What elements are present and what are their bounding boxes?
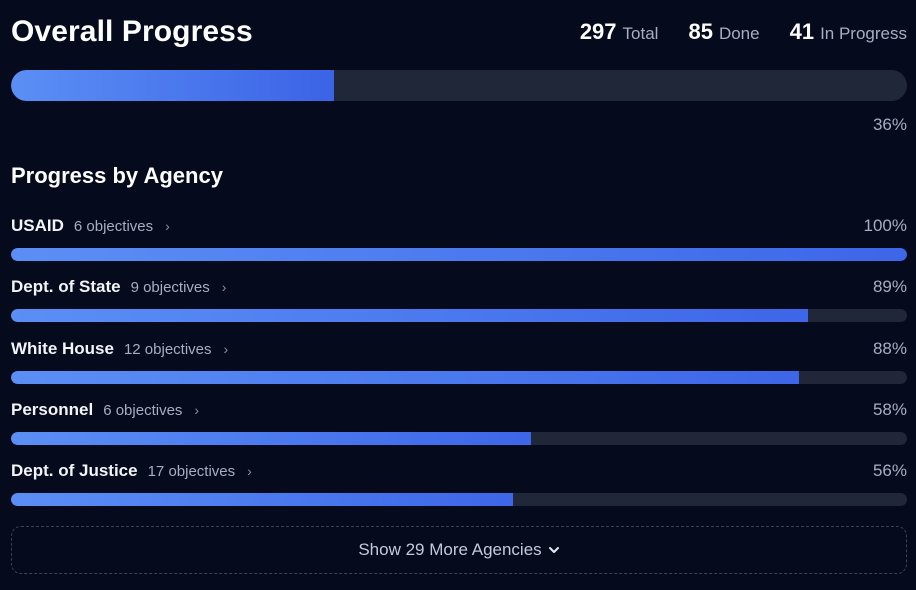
agency-name: Dept. of State xyxy=(11,277,121,296)
page-title: Overall Progress xyxy=(11,15,253,48)
agency-name: White House xyxy=(11,339,114,358)
agency-objectives: 6 objectives xyxy=(103,401,183,419)
agency-name: USAID xyxy=(11,216,64,235)
chevron-down-icon xyxy=(548,547,559,553)
agency-name: Dept. of Justice xyxy=(11,461,138,480)
agency-progress-bar xyxy=(11,432,907,445)
agency-item-dept-of-state: Dept. of State 9 objectives › 89% xyxy=(11,275,907,325)
stat-done: 85 Done xyxy=(688,19,759,45)
agency-progress-fill xyxy=(11,309,809,322)
stat-total-value: 297 xyxy=(579,19,617,44)
agency-progress-bar xyxy=(11,248,907,261)
agency-progress-bar xyxy=(11,309,907,322)
stat-in-progress-label: In Progress xyxy=(820,24,907,43)
overall-progress-percent: 36% xyxy=(872,115,907,134)
agency-percent: 100% xyxy=(863,216,907,235)
chevron-right-icon: › xyxy=(223,341,229,357)
section-title: Progress by Agency xyxy=(11,163,223,188)
overall-progress-header: Overall Progress 297 Total 85 Done 41 In… xyxy=(11,12,907,52)
stat-done-value: 85 xyxy=(688,19,713,44)
stats-summary: 297 Total 85 Done 41 In Progress xyxy=(580,19,907,45)
chevron-right-icon: › xyxy=(221,279,227,295)
chevron-right-icon: › xyxy=(194,402,200,418)
agency-item-usaid: USAID 6 objectives › 100% xyxy=(11,214,907,264)
agency-link[interactable]: White House 12 objectives › 88% xyxy=(11,337,907,361)
agency-link[interactable]: Dept. of Justice 17 objectives › 56% xyxy=(11,459,907,483)
agency-item-white-house: White House 12 objectives › 88% xyxy=(11,337,907,387)
stat-total: 297 Total xyxy=(580,19,659,45)
stat-done-label: Done xyxy=(718,24,760,43)
show-more-agencies-button[interactable]: Show 29 More Agencies xyxy=(11,526,907,574)
stat-in-progress-value: 41 xyxy=(789,19,815,44)
agency-progress-fill xyxy=(11,248,907,261)
chevron-right-icon: › xyxy=(247,463,252,479)
agency-objectives: 17 objectives xyxy=(147,462,236,480)
agency-progress-fill xyxy=(11,371,800,384)
chevron-right-icon: › xyxy=(165,218,170,234)
agency-item-personnel: Personnel 6 objectives › 58% xyxy=(11,398,907,448)
agency-percent: 89% xyxy=(872,277,907,296)
agency-percent: 58% xyxy=(872,400,907,419)
agency-progress-fill xyxy=(11,432,531,445)
agency-percent: 56% xyxy=(872,461,907,480)
overall-progress-bar xyxy=(11,70,907,101)
agency-progress-bar xyxy=(11,493,907,506)
agency-objectives: 6 objectives xyxy=(73,217,154,235)
agency-percent: 88% xyxy=(872,339,907,358)
stat-total-label: Total xyxy=(622,24,659,43)
agency-objectives: 9 objectives xyxy=(130,278,210,296)
show-more-label: Show 29 More Agencies xyxy=(358,540,542,559)
agency-progress-bar xyxy=(11,371,907,384)
agency-item-dept-of-justice: Dept. of Justice 17 objectives › 56% xyxy=(11,459,907,509)
agency-link[interactable]: Personnel 6 objectives › 58% xyxy=(11,398,907,422)
overall-progress-fill xyxy=(11,70,334,101)
stat-in-progress: 41 In Progress xyxy=(790,19,907,45)
agency-link[interactable]: Dept. of State 9 objectives › 89% xyxy=(11,275,907,299)
agency-progress-fill xyxy=(11,493,513,506)
agency-link[interactable]: USAID 6 objectives › 100% xyxy=(11,214,907,238)
agency-name: Personnel xyxy=(11,400,94,419)
agency-objectives: 12 objectives xyxy=(123,340,212,358)
